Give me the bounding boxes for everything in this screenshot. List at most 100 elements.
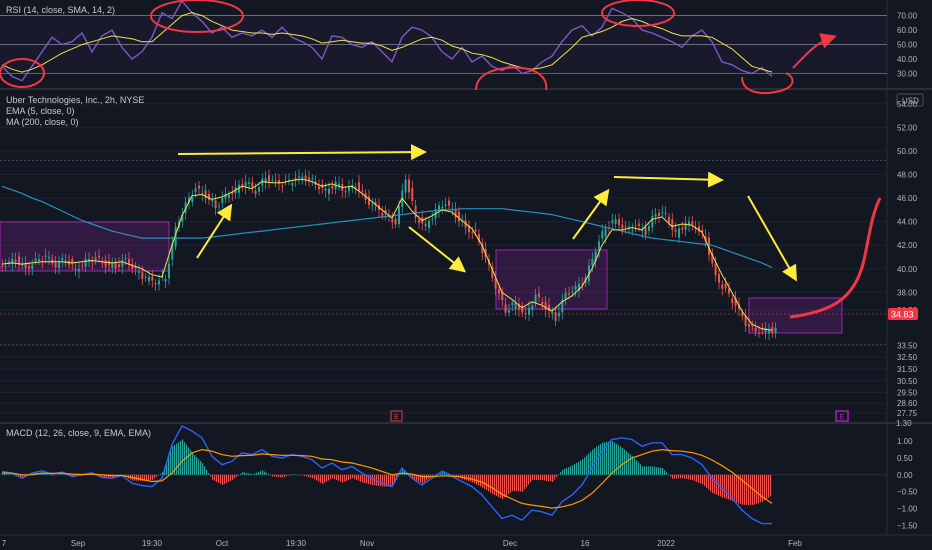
macd-histogram-bar [748,474,750,505]
candle-body [414,205,417,218]
rsi-circle-aug[interactable] [0,58,45,88]
macd-histogram-bar [544,474,546,481]
macd-histogram-bar [360,474,362,482]
macd-histogram-bar [152,474,154,480]
macd-histogram-bar [178,442,180,475]
macd-histogram-bar [206,469,208,475]
currency-badge[interactable] [896,93,924,107]
macd-histogram-bar [730,474,732,501]
macd-histogram-bar [442,470,444,475]
macd-histogram-bar [194,454,196,475]
macd-histogram-bar [154,474,156,479]
candle-body [454,209,457,218]
macd-histogram-bar [634,458,636,475]
candle-body [438,205,440,211]
candle-body [381,212,384,216]
candle-body [168,263,170,279]
macd-histogram-bar [238,474,240,476]
ema-label[interactable]: EMA (5, close, 0) [6,106,75,116]
candle-body [58,262,60,268]
price-overlays [1,178,773,331]
arrow-down-nov[interactable] [408,226,467,273]
macd-histogram-bar [566,467,568,475]
price-tick-label: 38.00 [897,288,918,297]
macd-histogram-bar [478,474,480,486]
candle-body [201,193,204,195]
arrow-right-top[interactable] [177,144,427,161]
rsi-arc-dec[interactable] [475,66,548,91]
candle-body [308,177,310,181]
candle-body [198,185,200,189]
candle-body [641,230,644,232]
candle-body [604,228,607,237]
arrow-up-sep[interactable] [196,203,233,259]
ema-line [1,178,773,331]
macd-histogram-bar [136,474,138,481]
macd-histogram-bar [518,474,520,492]
earnings-marker-feb[interactable]: E [835,410,849,422]
candle-body [601,231,604,239]
candle-body [228,194,230,198]
ma-label[interactable]: MA (200, close, 0) [6,117,79,127]
macd-histogram-bar [706,474,708,488]
candle-body [721,284,724,289]
macd-histogram-bar [722,474,724,498]
macd-histogram-bar [156,474,158,477]
candle-body [564,292,567,300]
rsi-label[interactable]: RSI (14, close, SMA, 14, 2) [6,5,116,15]
macd-label[interactable]: MACD (12, 26, close, 9, EMA, EMA) [6,428,152,438]
rsi-circle-dec[interactable] [601,0,675,27]
candle-body [121,259,124,267]
arrow-right-jan[interactable] [613,171,724,188]
macd-histogram-bar [214,474,216,481]
macd-tick-label: 0.00 [897,471,913,480]
macd-histogram-bar [204,466,206,475]
currency-label[interactable]: USD [902,97,919,106]
macd-histogram-bar [392,474,394,487]
candle-body [358,182,360,191]
time-tick-label: Dec [503,539,517,548]
candle-body [128,259,130,265]
price-axis: 54.00 52.00 50.00 48.00 46.00 44.00 42.00 40.00… [897,100,918,418]
rsi-arrow-up[interactable] [792,33,837,69]
macd-histogram-bar [696,474,698,482]
earnings-marker-nov[interactable]: E [390,410,403,422]
candle-body [271,179,274,181]
candle-body [374,202,377,205]
macd-histogram-bar [524,474,526,490]
rsi-circle-sep[interactable] [150,0,244,33]
macd-tick-label: 1.00 [897,437,913,446]
macd-histogram-bar [762,474,764,502]
candle-body [704,236,707,241]
macd-histogram-bar [290,474,292,476]
candle-body [118,264,120,267]
symbol-line[interactable]: Uber Technologies, Inc., 2h, NYSE [6,95,145,105]
candle-body [84,258,87,267]
macd-histogram-bar [588,453,590,475]
candle-body [131,264,134,269]
candle-body [458,211,460,222]
macd-histogram-bar [288,474,290,476]
candle-body [491,266,494,279]
consolidation-box-aug[interactable] [0,221,170,272]
rsi-arc-jan[interactable] [741,72,794,95]
macd-histogram-bar [590,451,592,475]
macd-histogram-bar [528,474,530,485]
candle-body [61,258,64,261]
candle-body [544,301,547,310]
macd-plot [1,425,773,525]
candle-body [104,260,107,267]
macd-histogram-bar [240,473,242,475]
arrow-down-jan[interactable] [747,195,797,282]
arrow-up-dec[interactable] [572,188,610,240]
rsi-tick-label: 60.00 [897,26,918,35]
macd-histogram-bar [584,457,586,475]
macd-histogram-bar [508,474,510,495]
candle-body [218,205,220,207]
macd-tick-label: −1.00 [897,504,918,513]
macd-histogram-bar [150,474,152,481]
candle-body [208,193,210,200]
macd-histogram-bar [258,471,260,475]
red-projection-curve[interactable] [789,197,882,319]
